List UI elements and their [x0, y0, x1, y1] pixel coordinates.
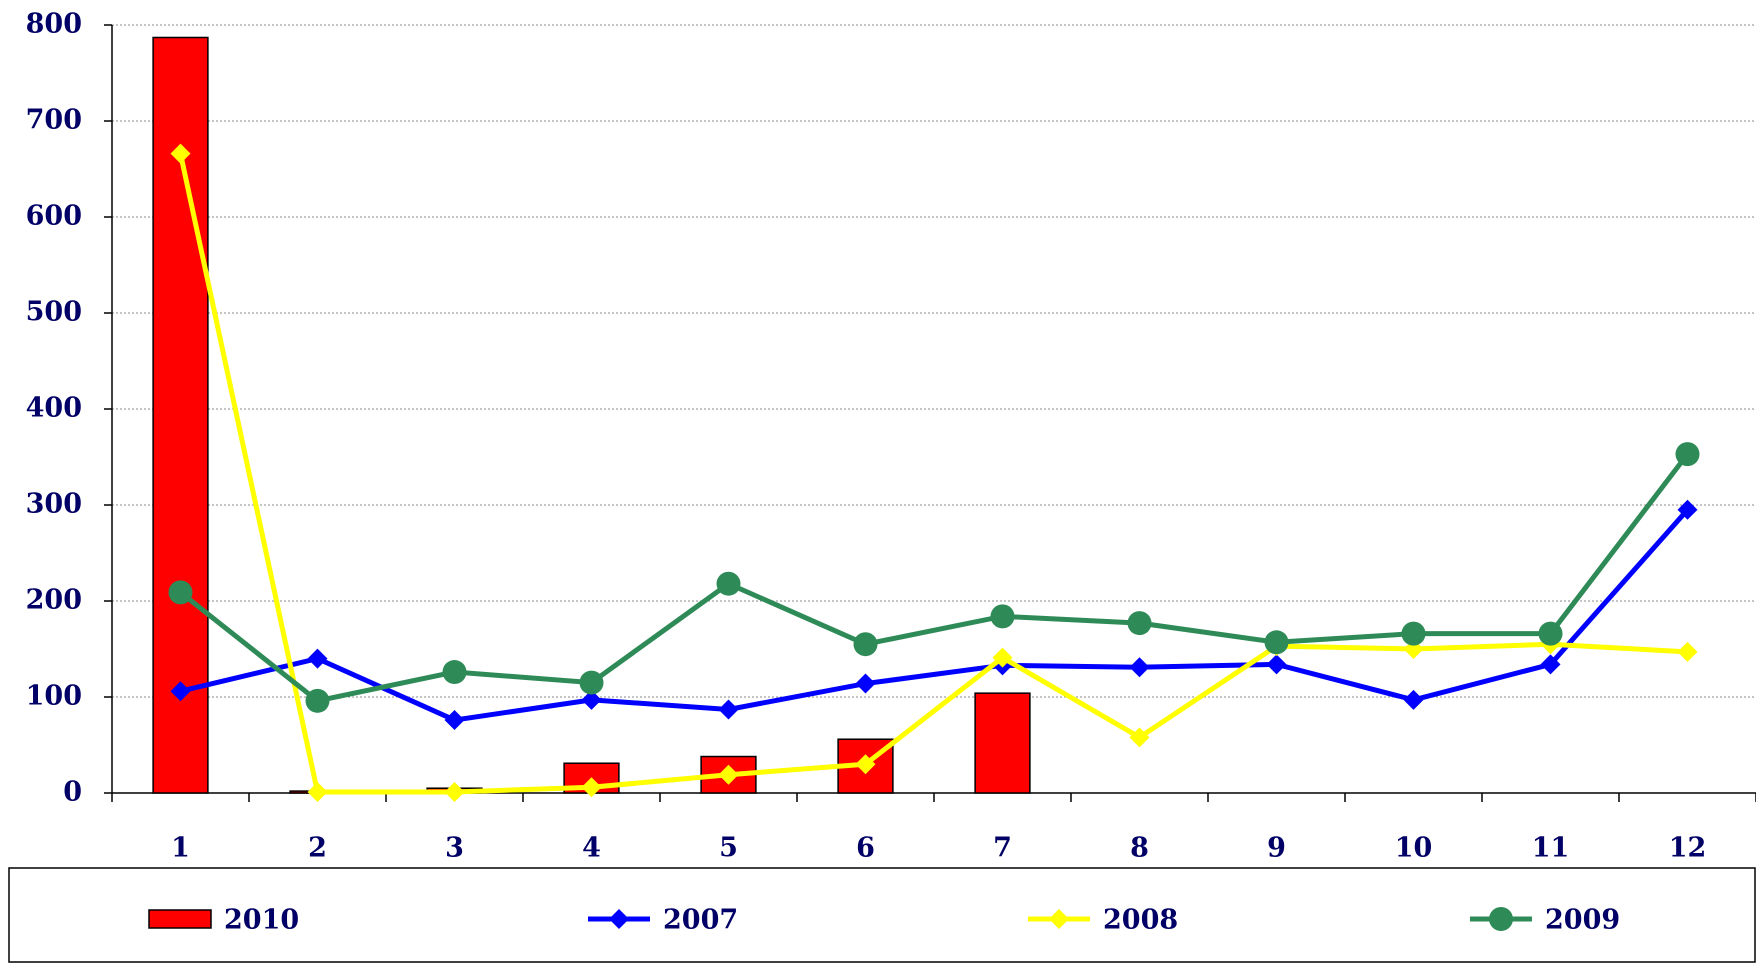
marker — [168, 580, 193, 605]
x-tick-label: 3 — [445, 833, 464, 864]
x-tick-label: 4 — [582, 833, 601, 864]
marker — [716, 571, 741, 596]
marker — [444, 710, 465, 731]
y-tick-label: 700 — [26, 105, 82, 136]
y-tick-label: 500 — [26, 297, 82, 328]
marker — [1540, 654, 1561, 675]
legend-swatch — [148, 909, 212, 929]
legend-label: 2010 — [224, 905, 299, 936]
marker — [1127, 611, 1152, 636]
marker — [1403, 689, 1424, 710]
marker — [581, 689, 602, 710]
marker — [1677, 641, 1698, 662]
x-tick-label: 6 — [856, 833, 875, 864]
y-tick-label: 0 — [63, 777, 82, 808]
marker — [855, 754, 876, 775]
legend-marker — [1049, 909, 1069, 929]
y-tick-label: 800 — [26, 9, 82, 40]
marker — [305, 688, 330, 713]
marker — [1538, 621, 1563, 646]
marker — [718, 699, 739, 720]
marker — [307, 648, 328, 669]
marker — [718, 764, 739, 785]
marker — [307, 782, 328, 803]
legend-marker — [609, 909, 629, 929]
marker — [992, 647, 1013, 668]
marker — [442, 660, 467, 685]
y-tick-label: 300 — [26, 489, 82, 520]
marker — [581, 777, 602, 798]
y-tick-label: 100 — [26, 681, 82, 712]
x-tick-label: 5 — [719, 833, 738, 864]
x-tick-label: 12 — [1669, 833, 1707, 864]
line — [178, 153, 1688, 795]
marker — [1129, 657, 1150, 678]
bar — [974, 692, 1031, 794]
legend-box — [8, 867, 1756, 963]
marker — [170, 681, 191, 702]
marker — [853, 632, 878, 657]
marker — [170, 143, 191, 164]
marker — [1129, 727, 1150, 748]
legend-label: 2007 — [663, 905, 738, 936]
legend-label: 2009 — [1545, 905, 1620, 936]
marker — [1264, 630, 1289, 655]
marker — [1401, 621, 1426, 646]
marker — [444, 782, 465, 803]
x-tick-label: 1 — [171, 833, 190, 864]
y-tick-label: 400 — [26, 393, 82, 424]
line — [179, 508, 1690, 723]
marker — [1266, 654, 1287, 675]
marker — [990, 604, 1015, 629]
x-tick-label: 7 — [993, 833, 1012, 864]
x-tick-label: 8 — [1130, 833, 1149, 864]
marker — [855, 673, 876, 694]
legend-marker — [1489, 907, 1513, 931]
marker — [1675, 442, 1700, 467]
marker — [579, 670, 604, 695]
line — [178, 452, 1690, 704]
x-tick-label: 9 — [1267, 833, 1286, 864]
x-tick-label: 2 — [308, 833, 327, 864]
y-tick-label: 200 — [26, 585, 82, 616]
x-tick-label: 10 — [1395, 833, 1433, 864]
y-tick-label: 600 — [26, 201, 82, 232]
marker — [1677, 499, 1698, 520]
x-tick-label: 11 — [1532, 833, 1570, 864]
legend-label: 2008 — [1103, 905, 1178, 936]
